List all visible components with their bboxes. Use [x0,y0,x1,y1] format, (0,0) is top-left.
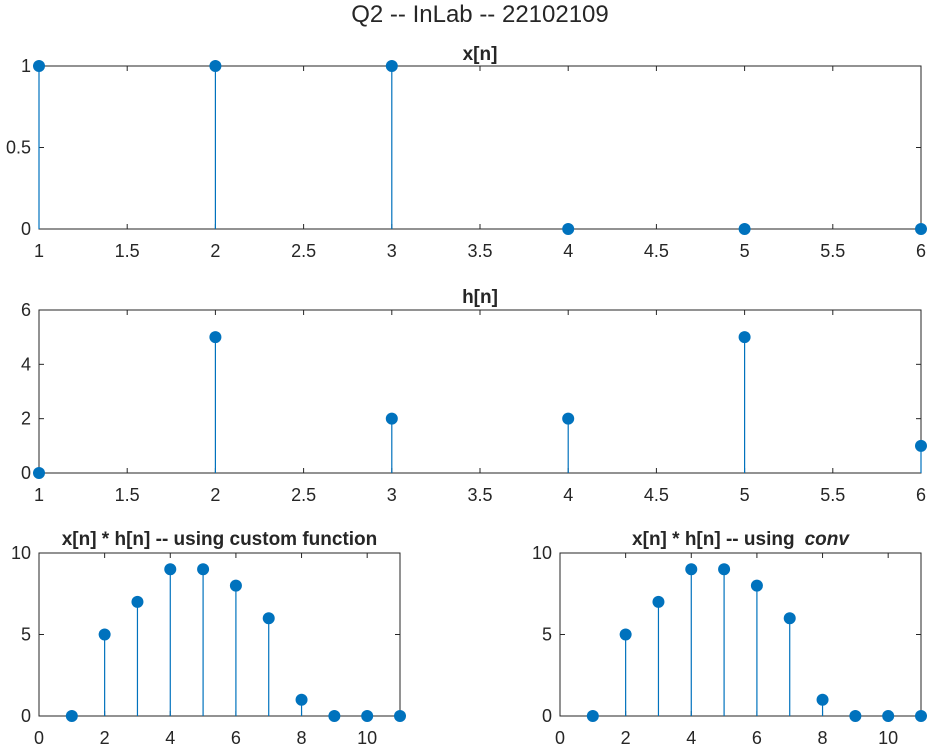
axes-title: x[n] [463,44,498,65]
axes-frame [38,309,922,474]
x-tick-label: 8 [297,728,307,747]
axes-frame [559,552,922,717]
stem-marker [915,439,927,452]
stem-marker [33,467,45,479]
x-tick-label: 5.5 [820,485,845,505]
stem-marker [209,331,222,344]
axes-title: x[n] * h[n] -- using custom function [62,529,378,550]
x-tick-label: 4 [563,485,573,505]
stem-marker [685,563,698,576]
stem-marker [718,563,731,576]
x-tick-label: 10 [357,728,377,747]
stem-marker [197,563,210,576]
stem-marker [131,595,144,608]
stem-marker [262,612,275,625]
x-tick-label: 10 [878,728,898,747]
x-tick-label: 4.5 [644,241,669,261]
x-tick-label: 2 [100,728,110,747]
axes-2: h[n] 1 1.5 2 2.5 3 3.5 4 4.5 5 5.5 6 0 2 4 6 [21,287,927,505]
stem-marker [849,710,862,722]
x-tick-label: 1.5 [115,485,140,505]
x-tick-label: 6 [916,485,926,505]
y-tick-label: 6 [21,300,31,320]
stem-marker [361,710,374,722]
x-tick-label: 6 [231,728,241,747]
x-tick-label: 3.5 [467,241,492,261]
y-tick-label: 0 [542,706,552,726]
stem-marker [562,223,575,235]
axes-4: x[n] * h[n] -- using conv 0 2 4 6 8 10 0 5 10 [532,529,927,747]
stem-marker [619,628,632,641]
stem-marker [295,693,308,706]
axes-title: x[n] * h[n] -- using conv [632,529,850,550]
y-tick-label: 0.5 [6,138,31,158]
x-tick-label: 4 [165,728,175,747]
x-tick-label: 5.5 [820,241,845,261]
x-tick-label: 3 [387,485,397,505]
x-tick-label: 3.5 [467,485,492,505]
stem-marker [816,693,829,706]
x-tick-label: 2 [210,241,220,261]
x-tick-label: 2 [621,728,631,747]
stem-marker [882,710,895,722]
y-tick-label: 10 [532,543,552,563]
stem-marker [394,710,406,722]
x-tick-label: 4 [563,241,573,261]
y-tick-label: 10 [11,543,31,563]
y-tick-label: 5 [21,625,31,645]
axes-frame [38,552,401,717]
axes-frame [38,65,922,230]
stem-marker [652,595,665,608]
stem-marker [586,710,599,722]
x-tick-label: 0 [555,728,565,747]
stem-marker [738,331,751,344]
x-tick-label: 6 [752,728,762,747]
stem-marker [385,412,398,425]
x-tick-label: 6 [916,241,926,261]
x-tick-label: 1.5 [115,241,140,261]
stem-marker [915,223,927,235]
y-tick-label: 5 [542,625,552,645]
y-tick-label: 4 [21,354,31,374]
stem-marker [783,612,796,625]
x-tick-label: 3 [387,241,397,261]
x-tick-label: 4.5 [644,485,669,505]
stem-marker [229,579,242,592]
stem-marker [98,628,111,641]
y-tick-label: 2 [21,409,31,429]
stem-marker [385,60,398,72]
axes-1: x[n] 1 1.5 2 2.5 3 3.5 4 4.5 5 5.5 6 0 0.5 1 [6,44,927,261]
x-tick-label: 0 [34,728,44,747]
stem-marker [750,579,763,592]
x-tick-label: 5 [740,485,750,505]
axes-title: h[n] [462,287,498,308]
x-tick-label: 2 [210,485,220,505]
stem-marker [328,710,341,722]
x-tick-label: 4 [686,728,696,747]
y-tick-label: 0 [21,463,31,483]
stem-marker [562,412,575,425]
y-tick-label: 1 [21,56,31,76]
y-tick-label: 0 [21,219,31,239]
x-tick-label: 5 [740,241,750,261]
figure-title: Q2 -- InLab -- 22102109 [351,1,609,28]
stem-marker [65,710,78,722]
stem-marker [738,223,751,235]
axes-3: x[n] * h[n] -- using custom function 0 2 4 6… [11,529,406,747]
x-tick-label: 2.5 [291,485,316,505]
x-tick-label: 2.5 [291,241,316,261]
x-tick-label: 1 [34,241,44,261]
stem-marker [33,60,45,72]
stem-marker [209,60,222,72]
axes-layer: x[n] 1 1.5 2 2.5 3 3.5 4 4.5 5 5.5 6 0 0.5 1 h[n] 1 1.5 2 2… [6,44,927,747]
stem-marker [915,710,927,722]
x-tick-label: 1 [34,485,44,505]
x-tick-label: 8 [818,728,828,747]
stem-marker [164,563,177,576]
y-tick-label: 0 [21,706,31,726]
